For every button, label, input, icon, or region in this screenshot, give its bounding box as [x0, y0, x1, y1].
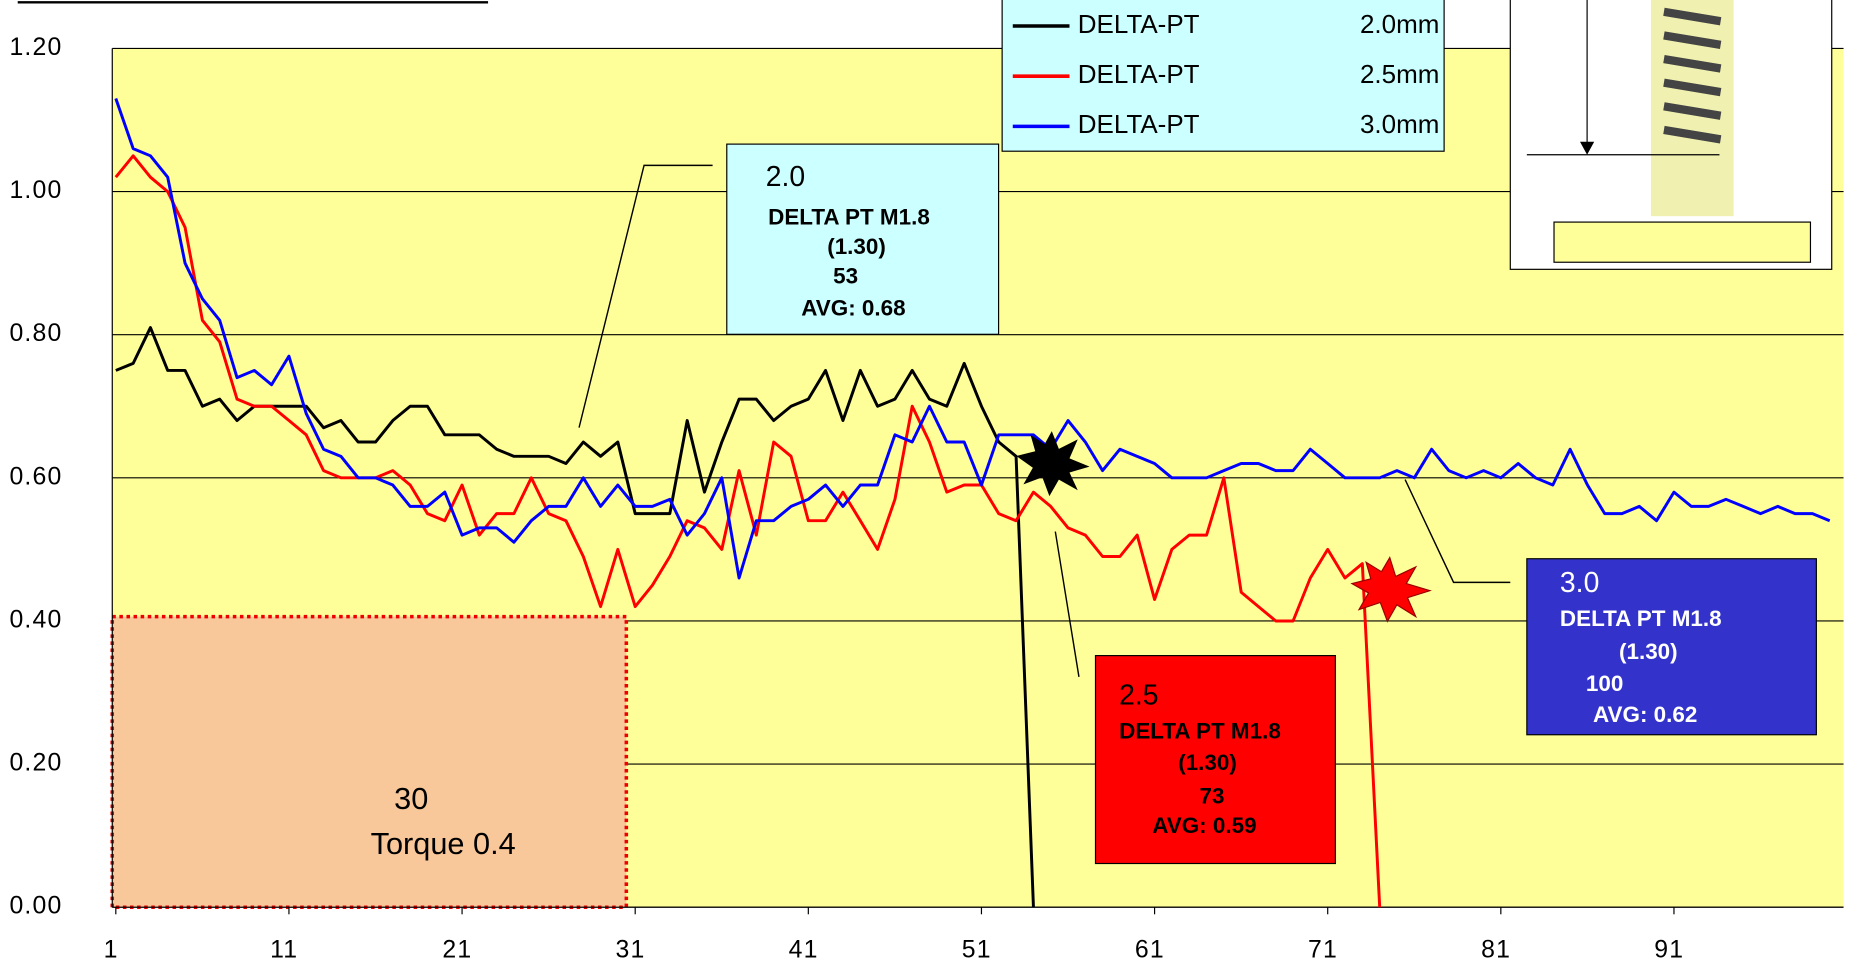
y-tick-label: 0.00 — [9, 893, 62, 920]
annotation-box — [1526, 558, 1817, 736]
x-tick-label: 41 — [789, 936, 819, 963]
y-tick-label: 1.20 — [9, 34, 62, 61]
annotation-line: (1.30) — [1178, 750, 1237, 775]
x-tick-label: 91 — [1654, 936, 1684, 963]
annotation-line: 73 — [1199, 783, 1224, 808]
annotation-line: 100 — [1586, 671, 1623, 696]
x-tick-label: 61 — [1135, 936, 1165, 963]
x-tick-label: 81 — [1481, 936, 1511, 963]
x-tick-label: 31 — [615, 936, 645, 963]
torque-label: Torque 0.4 — [371, 826, 516, 861]
legend-detail: 2.0mm — [1360, 9, 1439, 39]
y-tick-label: 0.60 — [9, 463, 62, 490]
y-tick-label: 0.40 — [9, 607, 62, 634]
legend — [1001, 0, 1445, 152]
annotation-line: AVG: 0.68 — [801, 295, 905, 320]
legend-label: DELTA-PT — [1078, 109, 1200, 139]
legend-entries: DELTA-PT 2.0mm DELTA-PT 2.5mm DELTA-PT 3.0mm — [1012, 9, 1439, 139]
annotation-line: DELTA PT M1.8 — [1560, 606, 1722, 631]
x-tick-label: 21 — [442, 936, 472, 963]
annotation-line: (1.30) — [1619, 639, 1678, 664]
x-tick-label: 71 — [1308, 936, 1338, 963]
x-tick-label: 1 — [104, 936, 119, 963]
annotation-line: AVG: 0.59 — [1152, 813, 1256, 838]
inset-label-box — [1553, 221, 1812, 263]
annotation-box — [1094, 655, 1336, 865]
arrow-head — [1580, 141, 1595, 155]
annotation-line: DELTA PT M1.8 — [768, 204, 930, 229]
legend-label: DELTA-PT — [1078, 59, 1200, 89]
torque-count: 30 — [394, 781, 428, 816]
annotation-line: DELTA PT M1.8 — [1119, 718, 1281, 743]
y-tick-label: 0.20 — [9, 750, 62, 777]
annotation-title: 2.5 — [1119, 679, 1158, 711]
annotation-title: 2.0 — [766, 161, 805, 193]
series-line — [114, 154, 1382, 908]
legend-detail: 2.5mm — [1360, 59, 1439, 89]
failure-burst — [1016, 431, 1090, 497]
series-lines — [114, 98, 1831, 908]
annotation-line: AVG: 0.62 — [1593, 702, 1697, 727]
annotation-line: (1.30) — [827, 234, 886, 259]
annotation-text: 2.0 DELTA PT M1.8 (1.30) 53 AVG: 0.68 2.… — [766, 161, 1722, 838]
annotation-line: 53 — [833, 264, 858, 289]
series-line — [114, 98, 1831, 580]
legend-detail: 3.0mm — [1360, 109, 1439, 139]
x-tick-label: 51 — [962, 936, 992, 963]
annotation-box — [726, 143, 1000, 335]
y-tick-label: 1.00 — [9, 177, 62, 204]
failure-burst — [1350, 556, 1432, 623]
y-tick-label: 0.80 — [9, 320, 62, 347]
torque-box — [110, 614, 629, 909]
annotation-title: 3.0 — [1560, 567, 1599, 599]
screw-threads — [1663, 7, 1722, 144]
leader-lines — [578, 164, 1511, 677]
legend-label: DELTA-PT — [1078, 9, 1200, 39]
x-tick-label: 11 — [270, 936, 298, 963]
